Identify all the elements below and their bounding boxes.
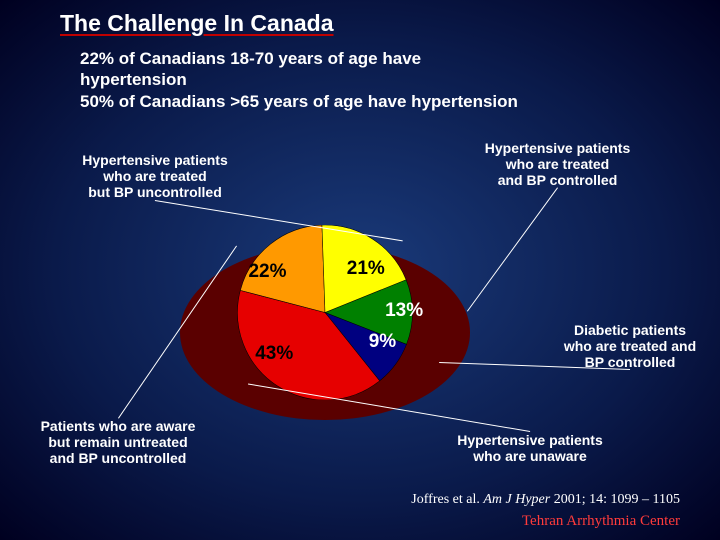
citation-prefix: Joffres et al. <box>411 492 483 507</box>
subtitle-content: 22% of Canadians 18-70 years of age have… <box>80 49 518 111</box>
slice-percent-label: 21% <box>347 258 385 280</box>
slice-annotation: Hypertensive patients who are unaware <box>420 432 640 464</box>
leader-line <box>466 188 557 312</box>
pie-svg <box>180 225 470 400</box>
slice-annotation: Hypertensive patients who are treated an… <box>450 140 665 188</box>
slice-percent-label: 43% <box>255 343 293 365</box>
pie-chart <box>180 225 470 420</box>
pie-top <box>180 225 470 400</box>
citation-journal: Am J Hyper <box>483 492 550 507</box>
subtitle-text: 22% of Canadians 18-70 years of age have… <box>80 48 520 112</box>
slice-percent-label: 22% <box>248 261 286 283</box>
page-title: The Challenge In Canada <box>60 10 334 37</box>
slice-annotation: Hypertensive patients who are treated bu… <box>50 152 260 200</box>
citation: Joffres et al. Am J Hyper 2001; 14: 1099… <box>411 492 680 508</box>
center-name: Tehran Arrhythmia Center <box>522 513 680 530</box>
slice-percent-label: 9% <box>369 331 396 353</box>
citation-suffix: 2001; 14: 1099 – 1105 <box>550 492 680 507</box>
slice-annotation: Diabetic patients who are treated and BP… <box>545 322 715 370</box>
slice-percent-label: 13% <box>385 300 423 322</box>
slice-annotation: Patients who are aware but remain untrea… <box>8 418 228 466</box>
